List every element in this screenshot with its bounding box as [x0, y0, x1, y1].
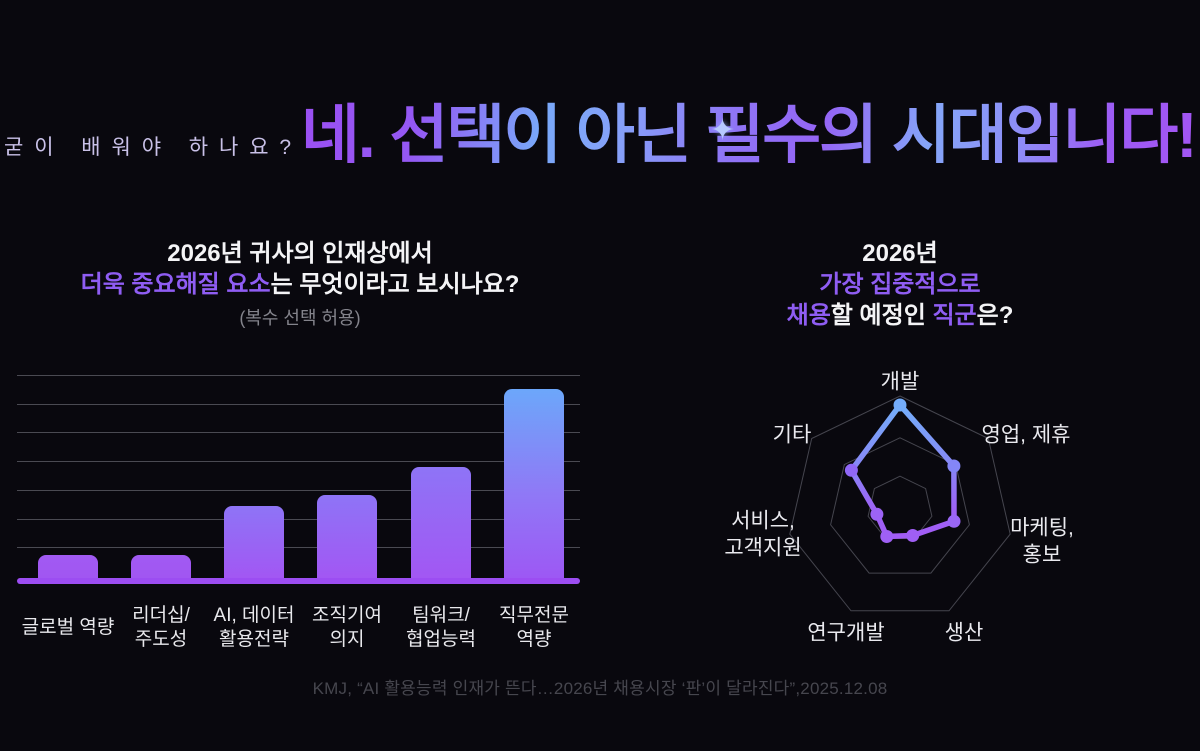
- bar-category-label: 글로벌 역량: [21, 617, 115, 639]
- bar-title-rest: 는 무엇이라고 보시나요?: [270, 271, 520, 299]
- radar-label-rnd: 연구개발: [807, 621, 885, 645]
- gridline: [17, 489, 580, 491]
- sparkle-icon: ✦: [710, 114, 736, 147]
- radar-data-point: [880, 530, 894, 543]
- radar-data-point: [893, 398, 907, 412]
- bar-teamwork: [411, 466, 471, 578]
- bar-title-line1: 2026년 귀사의 인재상에서: [167, 240, 433, 267]
- radar-chart-title: 2026년 가장 집중적으로 채용할 예정인 직군은?: [700, 238, 1100, 332]
- radar-data-point: [906, 529, 920, 542]
- radar-data-point: [870, 507, 884, 521]
- radar-title-line2: 가장 집중적으로: [819, 271, 981, 299]
- radar-label-production: 생산: [944, 621, 984, 645]
- gridline: [17, 375, 580, 376]
- bar-category-label: 직무전문 역량: [499, 605, 569, 650]
- bar-chart-subtitle: (복수 선택 허용): [239, 308, 361, 329]
- radar-data-polygon: [848, 402, 957, 540]
- bar-global-competency: [38, 555, 98, 578]
- bar-title-highlight: 더욱 중요해질 요소: [80, 271, 271, 299]
- radar-label-sales-partnership: 영업, 제휴: [981, 423, 1071, 447]
- radar-label-development: 개발: [880, 370, 920, 394]
- gridline: [17, 461, 580, 463]
- radar-title-line3: 채용할 예정인 직군은?: [786, 302, 1014, 330]
- bar-category-label: 팀워크/협업능력: [406, 605, 476, 650]
- radar-label-service-support: 서비스, 고객지원: [724, 509, 802, 560]
- source-citation: KMJ, “AI 활용능력 인재가 뜬다…2026년 채용시장 ‘판’이 달라진…: [312, 679, 888, 698]
- radar-label-marketing-pr: 마케팅, 홍보: [1010, 516, 1074, 567]
- radar-title-line1: 2026년: [862, 240, 938, 267]
- bar-chart-plot: [17, 370, 580, 584]
- gridline: [17, 518, 580, 520]
- gridline: [17, 403, 580, 405]
- gridline: [17, 547, 580, 549]
- bar-title-line2: 더욱 중요해질 요소는 무엇이라고 보시나요?: [20, 269, 580, 300]
- bar-ai-data-strategy: [224, 506, 284, 578]
- radar-data-point: [844, 463, 858, 477]
- radar-chart: 개발 영업, 제휴 마케팅, 홍보 생산 연구개발 서비스, 고객지원 기타: [700, 355, 1100, 655]
- radar-data-point: [947, 459, 961, 473]
- bar-chart-title: 2026년 귀사의 인재상에서 더욱 중요해질 요소는 무엇이라고 보시나요? …: [20, 238, 580, 331]
- gridline: [17, 432, 580, 434]
- bar-chart-category-labels: 글로벌 역량 리더십/주도성 AI, 데이터 활용전략 조직기여 의지 팀워크/협업…: [17, 604, 580, 654]
- header-question: 굳이 배워야 하나요?: [4, 136, 303, 159]
- radar-data-point: [947, 514, 961, 528]
- bar-category-label: 조직기여 의지: [312, 605, 382, 650]
- bar-leadership: [131, 555, 191, 578]
- radar-grid-ring: [830, 437, 970, 574]
- bar-job-expertise: [504, 389, 564, 578]
- bar-category-label: 리더십/주도성: [132, 605, 190, 650]
- bar-category-label: AI, 데이터 활용전략: [213, 605, 295, 650]
- page-title: 네. 선택이 아닌 필수의 시대입니다!: [301, 99, 1198, 171]
- radar-grid-ring: [789, 395, 1011, 612]
- bar-chart-baseline: [17, 578, 580, 584]
- radar-label-etc: 기타: [772, 423, 812, 447]
- radar-chart-svg: [789, 395, 1011, 612]
- radar-grid-ring: [867, 475, 933, 539]
- bar-org-contribution: [317, 494, 377, 578]
